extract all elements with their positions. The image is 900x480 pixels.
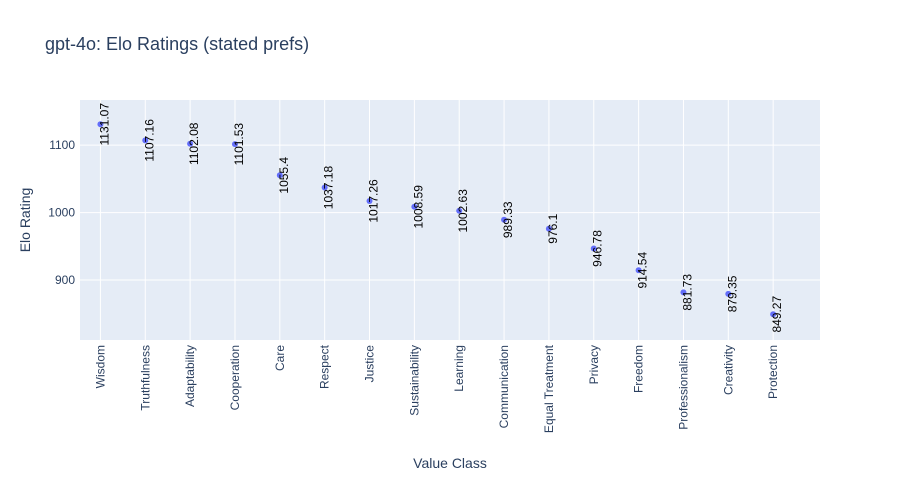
plot-area: [80, 100, 820, 340]
x-tick-label: Freedom: [632, 345, 646, 393]
data-label: 1131.07: [97, 103, 111, 146]
data-label: 1037.18: [322, 166, 336, 210]
data-label: 1002.63: [456, 189, 470, 233]
data-points: [97, 121, 777, 318]
data-label: 1017.26: [367, 179, 381, 223]
x-tick-label: Creativity: [721, 345, 735, 395]
data-label: 849.27: [770, 296, 784, 333]
data-point: [725, 290, 732, 297]
x-tick-label: Wisdom: [93, 345, 107, 388]
x-tick-label: Learning: [452, 345, 466, 392]
x-tick-label: Respect: [318, 344, 332, 389]
data-point: [545, 225, 552, 232]
data-label: 879.35: [725, 275, 739, 312]
data-point: [456, 207, 463, 214]
x-axis-ticks: Wisdom Truthfulness Adaptability Cooperatio…: [93, 344, 780, 433]
x-tick-label: Professionalism: [676, 345, 690, 430]
x-tick-label: Sustainability: [407, 345, 421, 416]
x-tick-label: Adaptability: [183, 345, 197, 407]
y-axis-title: Elo Rating: [17, 188, 33, 253]
data-label: 1101.53: [232, 123, 246, 166]
x-tick-label: Privacy: [587, 345, 601, 384]
data-label: 1008.59: [411, 185, 425, 229]
data-point: [321, 184, 328, 191]
y-tick-label: 900: [55, 273, 75, 287]
data-label: 976.1: [546, 213, 560, 243]
data-point: [97, 121, 104, 128]
x-tick-label: Justice: [363, 345, 377, 383]
y-tick-label: 1100: [49, 138, 75, 152]
data-point: [142, 137, 149, 144]
data-point: [501, 216, 508, 223]
data-point: [635, 267, 642, 274]
x-tick-label: Care: [273, 345, 287, 371]
x-tick-label: Communication: [497, 345, 511, 428]
data-label: 989.33: [501, 201, 515, 238]
data-label: 1107.16: [142, 119, 156, 162]
x-tick-label: Truthfulness: [138, 345, 152, 411]
data-point: [590, 245, 597, 252]
chart-title: gpt-4o: Elo Ratings (stated prefs): [45, 34, 309, 54]
x-tick-label: Protection: [766, 345, 780, 399]
y-tick-label: 1000: [48, 206, 75, 220]
data-label: 1055.4: [277, 157, 291, 194]
y-axis-ticks: 900 1000 1100: [48, 138, 75, 287]
data-point: [187, 140, 194, 147]
data-label: 1102.08: [187, 122, 201, 165]
data-point: [366, 197, 373, 204]
data-label: 881.73: [680, 274, 694, 311]
data-point: [770, 311, 777, 318]
data-point: [680, 289, 687, 296]
data-label: 946.78: [591, 230, 605, 267]
data-point: [276, 172, 283, 179]
x-tick-label: Cooperation: [228, 345, 242, 410]
data-point: [231, 141, 238, 148]
x-axis-title: Value Class: [413, 455, 487, 471]
data-point: [411, 203, 418, 210]
data-labels: 1131.07 1107.16 1102.08 1101.53 1055.4 1037.1…: [97, 103, 784, 333]
data-label: 914.54: [636, 252, 650, 289]
x-tick-label: Equal Treatment: [542, 344, 556, 433]
